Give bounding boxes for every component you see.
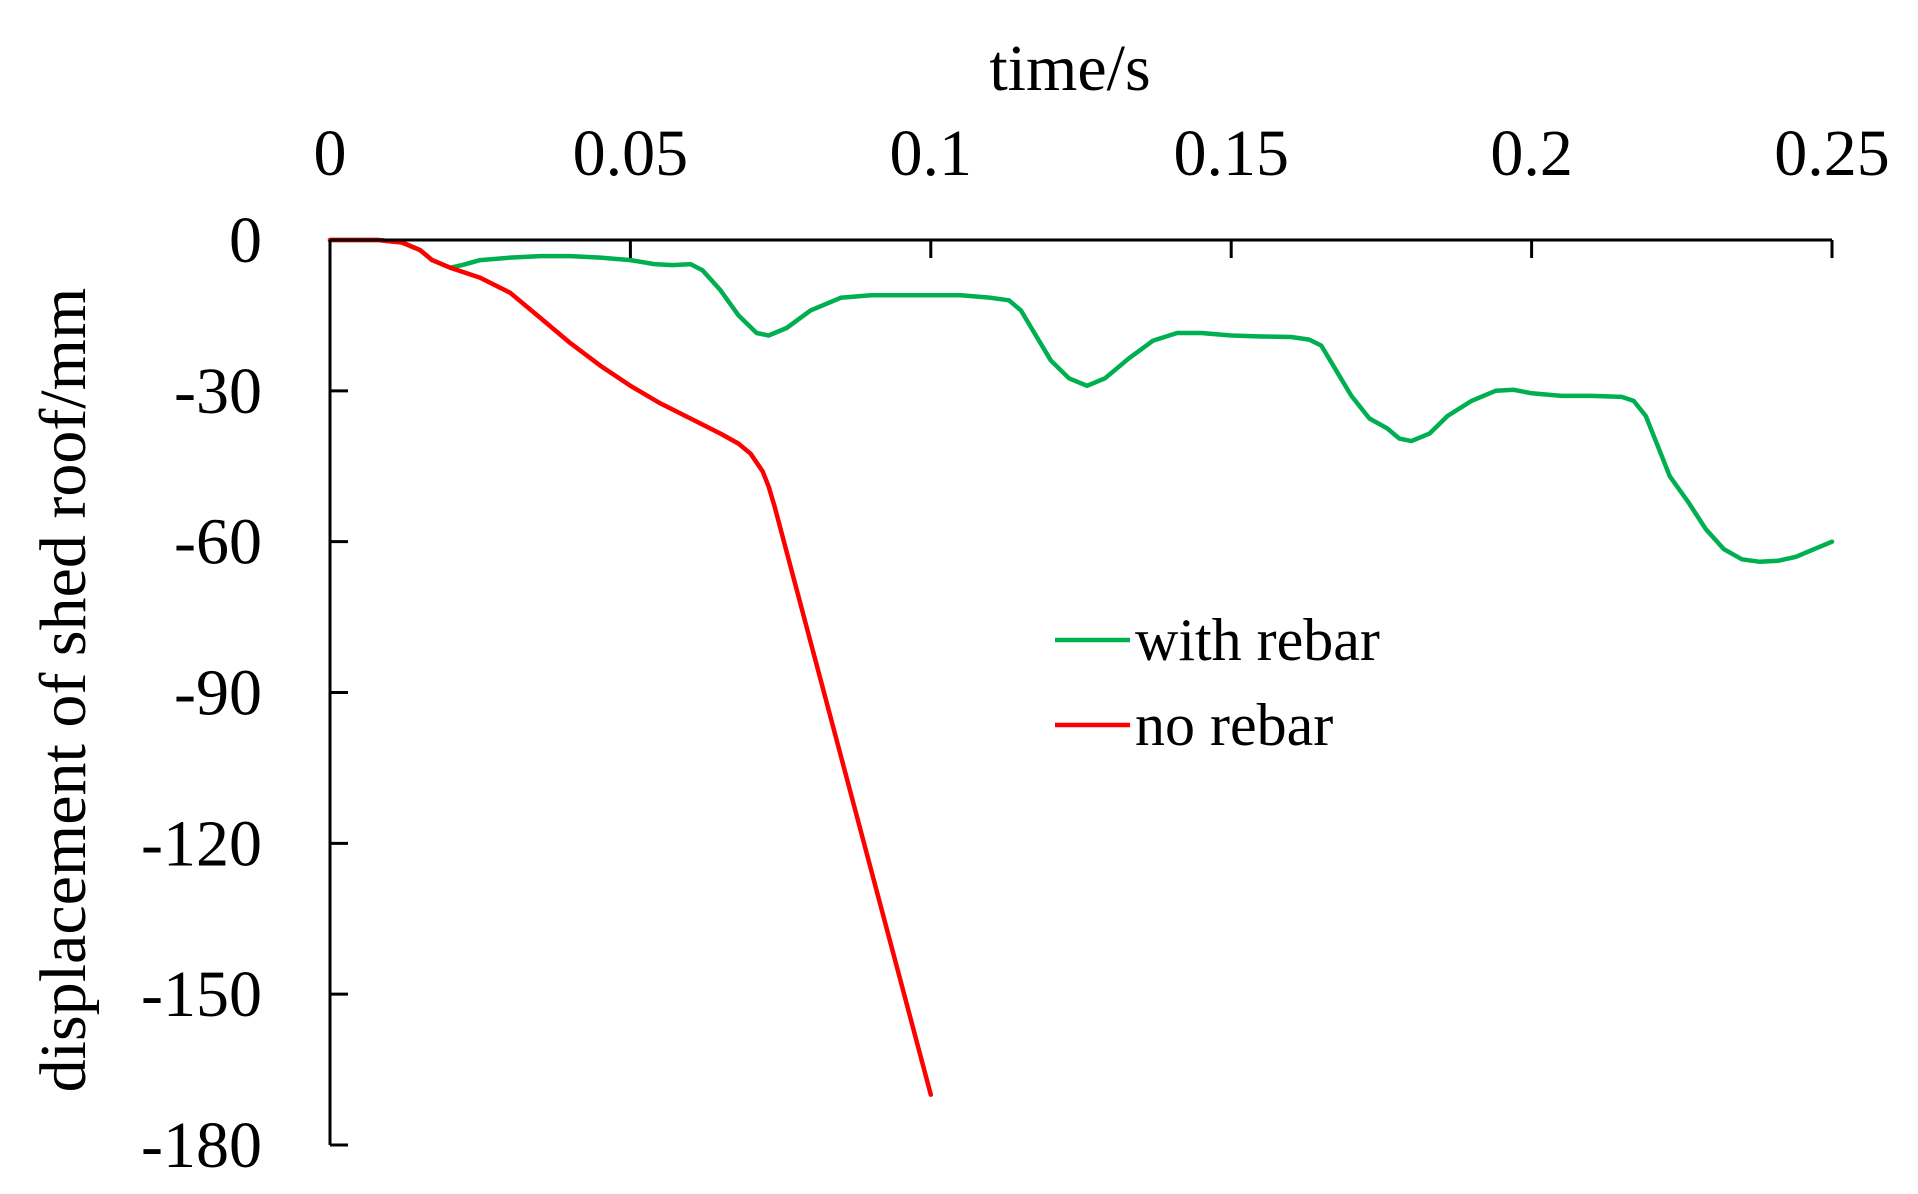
legend: with rebar no rebar	[1055, 607, 1380, 758]
legend-label-with-rebar: with rebar	[1135, 607, 1380, 673]
y-tick-label: -180	[141, 1109, 262, 1182]
x-tick-label: 0	[314, 117, 347, 190]
x-tick-label: 0.25	[1774, 117, 1890, 190]
y-tick-label: 0	[229, 204, 262, 277]
y-tick-label: -30	[174, 355, 262, 428]
y-axis-title: displacement of shed roof/mm	[27, 288, 100, 1093]
y-tick-label: -150	[141, 958, 262, 1031]
series-line-with-rebar	[327, 237, 1835, 565]
y-ticks: 0 -30 -60 -90 -120 -150 -180	[141, 204, 348, 1182]
axis-layer	[328, 238, 1832, 1145]
y-tick-label: -60	[174, 506, 262, 579]
x-tick-label: 0.2	[1490, 117, 1573, 190]
series-layer	[327, 237, 1835, 1097]
legend-label-no-rebar: no rebar	[1135, 692, 1333, 758]
y-tick-label: -120	[141, 807, 262, 880]
x-axis-title: time/s	[989, 32, 1150, 105]
x-tick-label: 0.1	[890, 117, 973, 190]
x-tick-label: 0.15	[1173, 117, 1289, 190]
y-tick-label: -90	[174, 657, 262, 730]
x-ticks: 0 0.05 0.1 0.15 0.2 0.25	[314, 117, 1890, 258]
series-line-no-rebar	[327, 237, 934, 1097]
x-tick-label: 0.05	[573, 117, 689, 190]
